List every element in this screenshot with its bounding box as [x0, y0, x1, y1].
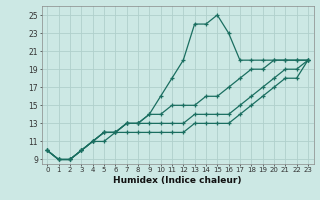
- X-axis label: Humidex (Indice chaleur): Humidex (Indice chaleur): [113, 176, 242, 185]
